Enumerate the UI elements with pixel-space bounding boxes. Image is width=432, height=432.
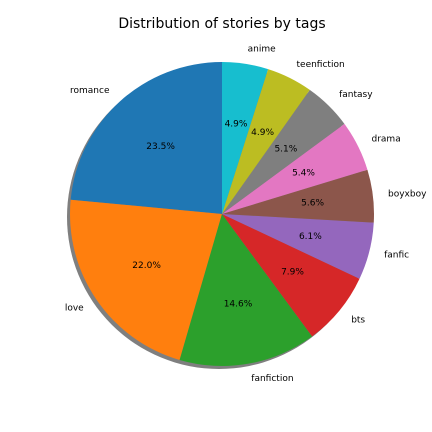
- pie-slice-boyxboy: [222, 169, 374, 223]
- pie-slices: [70, 62, 374, 366]
- pie-slice-fantasy: [222, 89, 345, 214]
- slice-label-boyxboy: boyxboy: [388, 190, 427, 200]
- slice-percent-drama: 5.4%: [292, 169, 315, 179]
- slice-percent-fantasy: 5.1%: [274, 144, 297, 154]
- slice-label-fantasy: fantasy: [339, 90, 373, 100]
- slice-percent-fanfiction: 14.6%: [224, 299, 253, 309]
- slice-percent-love: 22.0%: [132, 261, 161, 271]
- slice-label-bts: bts: [351, 316, 365, 326]
- pie-slice-drama: [222, 123, 368, 214]
- slice-percent-anime: 4.9%: [225, 119, 248, 129]
- slice-label-teenfiction: teenfiction: [297, 60, 345, 70]
- slice-label-love: love: [65, 304, 84, 314]
- slice-label-anime: anime: [248, 44, 276, 54]
- slice-percent-romance: 23.5%: [146, 142, 175, 152]
- pie-slice-anime: [222, 62, 269, 214]
- slice-label-fanfic: fanfic: [384, 251, 409, 261]
- pie-slice-romance: [70, 62, 222, 214]
- pie-slice-love: [70, 199, 222, 360]
- slice-label-romance: romance: [70, 86, 110, 96]
- slice-percent-bts: 7.9%: [281, 267, 304, 277]
- pie-labels: romance 23.5% love 22.0% fanfiction 14.6% bts 7…: [65, 44, 427, 384]
- pie-slice-bts: [222, 214, 360, 337]
- slice-percent-fanfic: 6.1%: [299, 232, 322, 242]
- slice-label-drama: drama: [372, 135, 401, 145]
- pie-slice-fanfiction: [179, 214, 313, 366]
- slice-percent-teenfiction: 4.9%: [251, 128, 274, 138]
- slice-label-fanfiction: fanfiction: [251, 374, 293, 384]
- pie-slice-teenfiction: [222, 69, 310, 214]
- pie-slice-fanfic: [222, 214, 374, 279]
- chart-title: Distribution of stories by tags: [118, 16, 325, 32]
- slice-percent-boyxboy: 5.6%: [301, 199, 324, 209]
